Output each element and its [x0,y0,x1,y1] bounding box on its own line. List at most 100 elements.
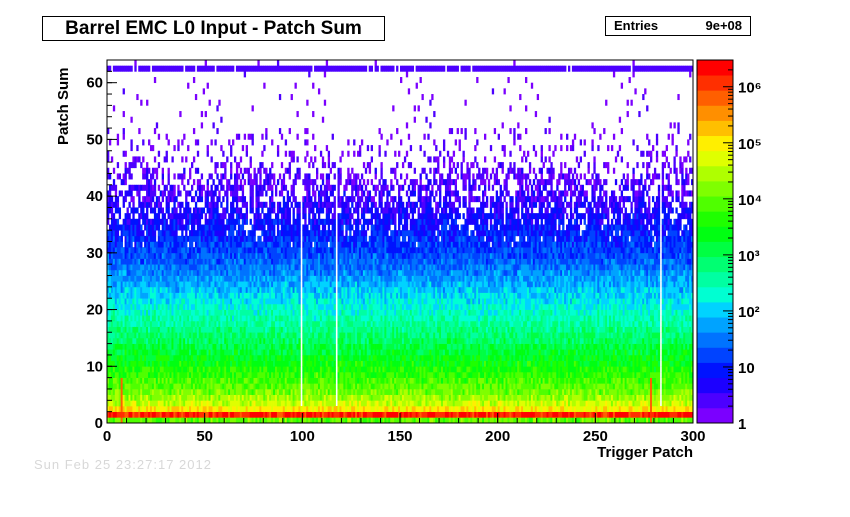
heatmap-cell [190,184,194,191]
heatmap-cell [167,332,170,339]
heatmap-cell [140,269,143,276]
heatmap-cell [212,122,215,129]
heatmap-cell [167,337,170,344]
heatmap-cell [159,303,163,310]
heatmap-cell [153,190,157,197]
heatmap-cell [144,337,147,344]
heatmap-cell [142,156,145,163]
heatmap-cell [140,343,143,350]
heatmap-column [153,65,157,424]
heatmap-cell [118,252,122,259]
heatmap-cell [163,213,166,220]
heatmap-cell [151,145,155,152]
heatmap-cell [148,247,151,254]
heatmap-cell [112,230,116,237]
heatmap-cell [181,179,184,186]
heatmap-cell [130,405,133,413]
heatmap-cell [142,292,145,299]
heatmap-cell [142,213,145,220]
heatmap-cell [226,196,229,203]
heatmap-cell [157,196,161,203]
heatmap-cell [142,377,145,384]
heatmap-cell [304,213,307,220]
heatmap-cell [126,332,129,339]
heatmap-cell [167,139,170,146]
heatmap-cell [138,411,141,418]
heatmap-cell [148,224,151,231]
heatmap-cell [126,286,129,293]
heatmap-cell [169,405,172,413]
heatmap-cell [149,309,153,316]
heatmap-cell [169,303,172,310]
heatmap-cell [314,179,317,186]
heatmap-cell [161,247,164,254]
heatmap-cell [159,207,163,214]
heatmap-cell [241,224,245,231]
heatmap-cell [134,252,137,259]
heatmap-cell [122,173,125,180]
heatmap-cell [142,281,145,288]
heatmap-cell [159,343,163,350]
heatmap-cell [163,65,166,72]
heatmap-cell [175,207,178,214]
heatmap-cell [128,218,131,225]
heatmap-cell [138,315,141,322]
heatmap-cell [259,213,262,220]
heatmap-cell [136,354,139,361]
heatmap-cell [134,366,137,373]
heatmap-cell [120,337,123,344]
heatmap-cell [130,411,133,418]
heatmap-cell [157,241,161,248]
heatmap-cell [136,388,139,395]
heatmap-cell [134,241,137,248]
heatmap-cell [116,394,120,401]
heatmap-cell [165,207,168,214]
heatmap-cell [151,184,155,191]
heatmap-cell [153,371,157,378]
heatmap-cell [118,190,122,197]
heatmap-cell [142,400,145,407]
heatmap-cell [140,320,143,327]
heatmap-cell [314,196,317,203]
heatmap-cell [159,360,163,367]
heatmap-cell [185,241,188,248]
heatmap-cell [144,400,147,407]
heatmap-cell [140,99,143,106]
heatmap-column [110,156,114,424]
heatmap-cell [126,411,129,418]
heatmap-cell [161,417,164,424]
heatmap-cell [257,60,260,67]
heatmap-cell [183,173,186,180]
heatmap-cell [148,332,151,339]
heatmap-cell [151,298,155,305]
heatmap-cell [140,162,143,169]
heatmap-cell [144,252,147,259]
heatmap-cell [130,241,133,248]
heatmap-cell [146,179,149,186]
heatmap-cell [130,349,133,356]
heatmap-cell [110,417,114,424]
heatmap-cell [138,371,141,378]
heatmap-cell [110,258,114,265]
heatmap-cell [138,196,141,203]
heatmap-cell [192,156,196,163]
heatmap-cell [146,99,149,106]
heatmap-cell [161,224,164,231]
heatmap-cell [144,196,147,203]
heatmap-cell [128,184,131,191]
heatmap-cell [132,213,135,220]
heatmap-cell [210,139,213,146]
heatmap-cell [159,230,163,237]
heatmap-cell [146,411,149,418]
heatmap-cell [110,292,114,299]
heatmap-cell [187,224,190,231]
heatmap-cell [151,252,155,259]
heatmap-cell [116,224,120,231]
heatmap-cell [206,82,209,89]
heatmap-cell [157,320,161,327]
heatmap-cell [128,162,131,169]
heatmap-cell [149,326,153,333]
heatmap-cell [159,281,163,288]
heatmap-cell [167,411,170,418]
heatmap-cell [146,400,149,407]
